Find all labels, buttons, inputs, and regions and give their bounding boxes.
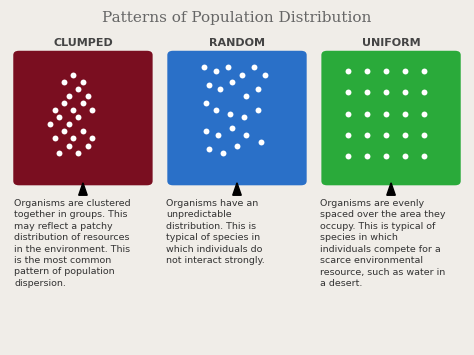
Point: [74, 86, 82, 92]
Point: [255, 86, 262, 92]
FancyBboxPatch shape: [167, 51, 307, 185]
Point: [238, 72, 246, 77]
Point: [212, 107, 219, 113]
Text: Organisms are evenly
spaced over the area they
occupy. This is typical of
specie: Organisms are evenly spaced over the are…: [320, 199, 446, 288]
Point: [60, 79, 68, 84]
Point: [401, 111, 409, 116]
Point: [70, 136, 77, 141]
Point: [55, 150, 63, 155]
Point: [200, 65, 208, 70]
Point: [364, 111, 371, 116]
Polygon shape: [387, 183, 395, 195]
Text: Organisms have an
unpredictable
distribution. This is
typical of species in
whic: Organisms have an unpredictable distribu…: [166, 199, 264, 265]
Point: [217, 86, 224, 92]
Point: [212, 68, 219, 74]
Point: [420, 132, 428, 138]
Point: [205, 146, 212, 152]
Point: [243, 93, 250, 99]
Point: [420, 68, 428, 74]
Point: [250, 65, 257, 70]
Point: [401, 68, 409, 74]
Text: Patterns of Population Distribution: Patterns of Population Distribution: [102, 11, 372, 24]
Point: [383, 111, 390, 116]
Point: [233, 143, 241, 148]
Point: [345, 153, 352, 159]
Point: [51, 136, 58, 141]
Point: [401, 89, 409, 95]
Point: [226, 111, 234, 116]
Point: [46, 121, 54, 127]
Point: [228, 79, 236, 84]
Point: [202, 129, 210, 134]
Point: [364, 89, 371, 95]
Point: [202, 100, 210, 106]
Point: [383, 89, 390, 95]
Point: [345, 111, 352, 116]
Point: [79, 79, 87, 84]
Point: [420, 111, 428, 116]
Point: [74, 150, 82, 155]
Polygon shape: [79, 183, 87, 195]
Text: UNIFORM: UNIFORM: [362, 38, 420, 48]
Point: [214, 132, 222, 138]
Point: [257, 139, 264, 145]
Point: [70, 72, 77, 77]
Point: [345, 132, 352, 138]
Point: [89, 136, 96, 141]
Point: [383, 68, 390, 74]
Point: [255, 107, 262, 113]
Point: [79, 129, 87, 134]
Text: Organisms are clustered
together in groups. This
may reflect a patchy
distributi: Organisms are clustered together in grou…: [14, 199, 131, 288]
Point: [84, 93, 91, 99]
Point: [219, 150, 227, 155]
Point: [383, 153, 390, 159]
Point: [65, 93, 73, 99]
FancyBboxPatch shape: [13, 51, 153, 185]
Point: [65, 121, 73, 127]
Point: [345, 89, 352, 95]
Point: [205, 82, 212, 88]
Point: [60, 129, 68, 134]
Point: [364, 132, 371, 138]
Text: RANDOM: RANDOM: [209, 38, 265, 48]
Point: [364, 153, 371, 159]
Point: [420, 153, 428, 159]
Polygon shape: [233, 183, 241, 195]
Point: [383, 132, 390, 138]
Point: [89, 107, 96, 113]
Point: [70, 107, 77, 113]
Point: [224, 65, 231, 70]
Point: [55, 114, 63, 120]
Point: [345, 68, 352, 74]
Text: CLUMPED: CLUMPED: [53, 38, 113, 48]
Point: [420, 89, 428, 95]
Point: [74, 114, 82, 120]
Point: [240, 114, 248, 120]
Point: [243, 132, 250, 138]
Point: [262, 72, 269, 77]
Point: [51, 107, 58, 113]
Point: [401, 132, 409, 138]
Point: [60, 100, 68, 106]
FancyBboxPatch shape: [321, 51, 461, 185]
Point: [228, 125, 236, 131]
Point: [65, 143, 73, 148]
Point: [364, 68, 371, 74]
Point: [84, 143, 91, 148]
Point: [79, 100, 87, 106]
Point: [401, 153, 409, 159]
